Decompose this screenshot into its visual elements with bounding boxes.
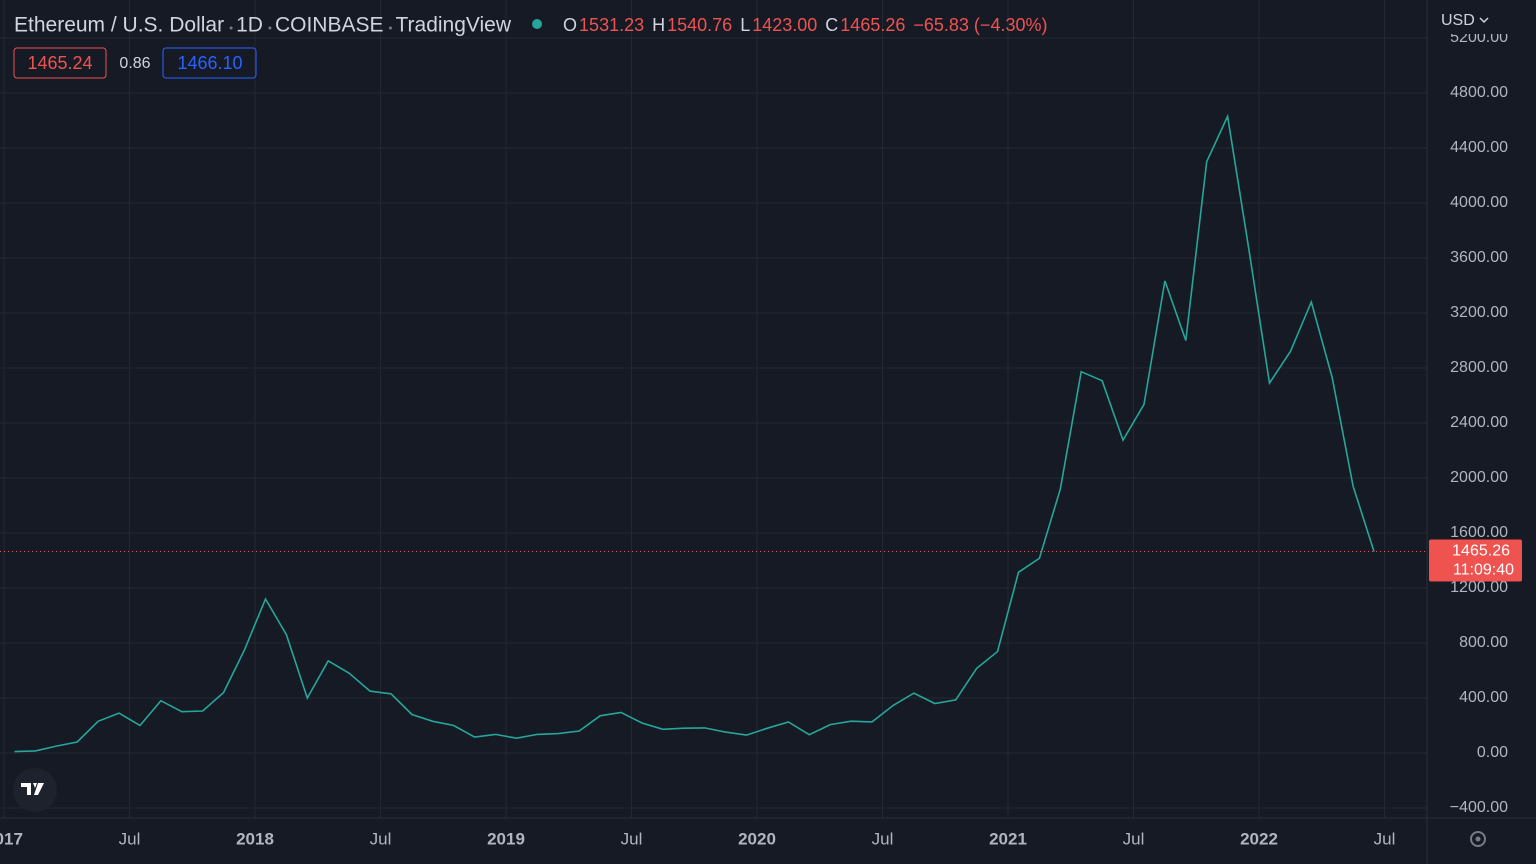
y-tick-label: −400.00 xyxy=(1450,799,1508,816)
x-tick-label: 2022 xyxy=(1240,829,1278,848)
ohlc-value: 1531.23 xyxy=(579,15,644,35)
y-tick-label: 4000.00 xyxy=(1450,194,1508,211)
ohlc-key: C xyxy=(825,15,838,35)
x-tick-label: 2020 xyxy=(738,829,776,848)
y-tick-label: 1600.00 xyxy=(1450,524,1508,541)
price-change: −65.83 (−4.30%) xyxy=(913,15,1047,35)
x-tick-label: Jul xyxy=(370,829,392,848)
x-tick-label: 2019 xyxy=(487,829,525,848)
y-tick-label: 1200.00 xyxy=(1450,579,1508,596)
y-tick-label: 0.00 xyxy=(1477,744,1508,761)
bid-price[interactable]: 1465.24 xyxy=(27,53,92,73)
ohlc-value: 1465.26 xyxy=(840,15,905,35)
currency-select[interactable]: USD xyxy=(1441,12,1475,29)
ask-price[interactable]: 1466.10 xyxy=(177,53,242,73)
x-tick-label: Jul xyxy=(1123,829,1145,848)
status-dot xyxy=(532,19,543,29)
interval: 1D xyxy=(236,14,263,37)
y-tick-label: 3200.00 xyxy=(1450,304,1508,321)
ohlc-value: 1540.76 xyxy=(667,15,732,35)
y-tick-label: 2800.00 xyxy=(1450,359,1508,376)
bid-box[interactable] xyxy=(13,47,107,79)
last-price-tag xyxy=(1429,539,1522,582)
dropdown-arrow xyxy=(1479,17,1489,24)
y-tick-label: 2000.00 xyxy=(1450,469,1508,486)
x-tick-label: Jul xyxy=(1374,829,1396,848)
ask-box[interactable] xyxy=(162,47,257,79)
y-tick-label: 2400.00 xyxy=(1450,414,1508,431)
spread: 0.86 xyxy=(119,55,150,72)
settings-icon[interactable] xyxy=(1470,831,1486,847)
ohlc-key: H xyxy=(652,15,665,35)
ohlc-key: L xyxy=(740,15,750,35)
last-price-label: 1465.26 xyxy=(1452,543,1510,560)
x-tick-label: Jul xyxy=(621,829,643,848)
exchange: COINBASE xyxy=(275,14,384,37)
ohlc-value: 1423.00 xyxy=(752,15,817,35)
x-tick-label: 2017 xyxy=(0,829,23,848)
separator xyxy=(268,26,272,30)
y-tick-label: 3600.00 xyxy=(1450,249,1508,266)
currency-bg xyxy=(1430,6,1530,34)
y-tick-label: 400.00 xyxy=(1459,689,1508,706)
y-tick-label: 4400.00 xyxy=(1450,139,1508,156)
ohlc-key: O xyxy=(563,15,577,35)
separator xyxy=(229,26,233,30)
tv-logo[interactable] xyxy=(13,768,57,812)
separator xyxy=(388,26,392,30)
symbol-name: Ethereum / U.S. Dollar xyxy=(14,14,224,37)
price-line xyxy=(14,113,1375,753)
countdown: 11:09:40 xyxy=(1453,562,1514,579)
source: TradingView xyxy=(395,14,511,37)
x-tick-label: Jul xyxy=(872,829,894,848)
x-tick-label: Jul xyxy=(119,829,141,848)
x-tick-label: 2021 xyxy=(989,829,1027,848)
y-tick-label: 4800.00 xyxy=(1450,84,1508,101)
y-tick-label: 800.00 xyxy=(1459,634,1508,651)
x-tick-label: 2018 xyxy=(236,829,274,848)
